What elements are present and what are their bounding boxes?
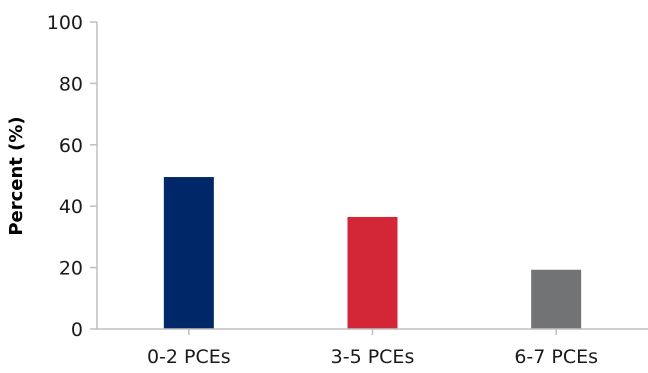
- y-tick-label: 100: [47, 12, 83, 34]
- y-tick-label: 40: [59, 196, 83, 218]
- y-tick-label: 60: [59, 135, 83, 157]
- bar-3: [531, 269, 582, 329]
- x-tick-label: 0-2 PCEs: [147, 346, 231, 368]
- x-tick-label: 6-7 PCEs: [514, 346, 598, 368]
- x-tick-label: 3-5 PCEs: [331, 346, 415, 368]
- x-axis: 0-2 PCEs 3-5 PCEs 6-7 PCEs: [147, 329, 598, 368]
- y-tick-label: 0: [71, 319, 83, 341]
- y-tick-label: 80: [59, 73, 83, 95]
- bar-2: [347, 216, 398, 329]
- y-tick-label: 20: [59, 258, 83, 280]
- bars: [163, 177, 582, 329]
- bar-1: [163, 177, 214, 329]
- y-axis-title: Percent (%): [6, 116, 27, 235]
- y-axis: 0 20 40 60 80 100: [47, 12, 98, 341]
